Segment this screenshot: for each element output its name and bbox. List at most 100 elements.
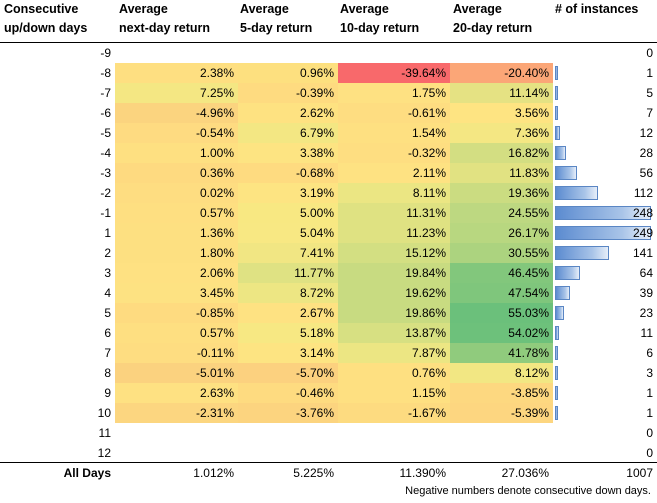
10-day-return-cell: 11.31%: [338, 203, 450, 223]
days-cell: -7: [100, 86, 111, 100]
5-day-return-cell: 5.18%: [238, 323, 338, 343]
instances-databar: [555, 146, 566, 160]
days-cell: 10: [97, 406, 111, 420]
instances-databar: [555, 86, 558, 100]
5-day-return-cell: -3.76%: [238, 403, 338, 423]
instances-cell: 112: [633, 186, 653, 200]
instances-cell: 12: [639, 126, 653, 140]
5-day-return-cell: -0.46%: [238, 383, 338, 403]
10-day-return-cell: 15.12%: [338, 243, 450, 263]
20-day-return-cell: 19.36%: [450, 183, 553, 203]
header-5-day: Average 5-day return: [240, 2, 313, 35]
next-day-return-cell: -0.11%: [115, 343, 238, 363]
5-day-return-cell: 8.72%: [238, 283, 338, 303]
20-day-return-cell: [450, 443, 553, 463]
table-row: 10 -2.31% -3.76% -1.67% -5.39% 1: [0, 403, 657, 423]
20-day-return-cell: [450, 43, 553, 63]
instances-cell: 7: [646, 106, 653, 120]
instances-cell: 5: [646, 86, 653, 100]
10-day-return-cell: 2.11%: [338, 163, 450, 183]
days-cell: -1: [100, 206, 111, 220]
5-day-return-cell: 3.14%: [238, 343, 338, 363]
days-cell: 11: [98, 426, 111, 440]
table-row: -2 0.02% 3.19% 8.11% 19.36% 112: [0, 183, 657, 203]
20-day-return-cell: -5.39%: [450, 403, 553, 423]
10-day-return-cell: -1.67%: [338, 403, 450, 423]
10-day-return-cell: 7.87%: [338, 343, 450, 363]
instances-databar: [555, 386, 558, 400]
10-day-return-cell: 1.15%: [338, 383, 450, 403]
5-day-return-cell: 6.79%: [238, 123, 338, 143]
instances-cell: 1: [646, 386, 653, 400]
next-day-return-cell: [115, 443, 238, 463]
20-day-return-cell: 11.14%: [450, 83, 553, 103]
5-day-return-cell: 11.77%: [238, 263, 338, 283]
table-row: 3 2.06% 11.77% 19.84% 46.45% 64: [0, 263, 657, 283]
5-day-return-cell: 3.38%: [238, 143, 338, 163]
days-cell: 2: [104, 246, 111, 260]
instances-databar: [555, 286, 570, 300]
next-day-return-cell: [115, 423, 238, 443]
next-day-return-cell: -0.85%: [115, 303, 238, 323]
instances-cell: 141: [632, 246, 653, 260]
instances-cell: 6: [646, 346, 653, 360]
table-row: -4 1.00% 3.38% -0.32% 16.82% 28: [0, 143, 657, 163]
instances-databar: [555, 366, 558, 380]
totals-5-day: 5.225%: [293, 466, 334, 480]
days-cell: -3: [100, 166, 111, 180]
instances-databar: [555, 226, 651, 240]
20-day-return-cell: [450, 423, 553, 443]
instances-databar: [555, 206, 651, 220]
table-row: -1 0.57% 5.00% 11.31% 24.55% 248: [0, 203, 657, 223]
totals-10-day: 11.390%: [399, 466, 446, 480]
5-day-return-cell: -0.68%: [238, 163, 338, 183]
days-cell: -9: [100, 46, 111, 60]
table-row: -7 7.25% -0.39% 1.75% 11.14% 5: [0, 83, 657, 103]
5-day-return-cell: -0.39%: [238, 83, 338, 103]
10-day-return-cell: 1.75%: [338, 83, 450, 103]
instances-cell: 248: [632, 206, 653, 220]
5-day-return-cell: [238, 43, 338, 63]
10-day-return-cell: [338, 43, 450, 63]
20-day-return-cell: 24.55%: [450, 203, 553, 223]
instances-databar: [555, 126, 560, 140]
20-day-return-cell: 55.03%: [450, 303, 553, 323]
20-day-return-cell: 41.78%: [450, 343, 553, 363]
instances-cell: 0: [646, 426, 653, 440]
10-day-return-cell: -39.64%: [338, 63, 450, 83]
table-row: 1 1.36% 5.04% 11.23% 26.17% 249: [0, 223, 657, 243]
next-day-return-cell: 2.06%: [115, 263, 238, 283]
10-day-return-cell: 19.84%: [338, 263, 450, 283]
instances-databar: [555, 186, 598, 200]
instances-databar: [555, 306, 564, 320]
instances-cell: 64: [639, 266, 653, 280]
table-row: 4 3.45% 8.72% 19.62% 47.54% 39: [0, 283, 657, 303]
10-day-return-cell: 8.11%: [338, 183, 450, 203]
table-row: 12 0: [0, 443, 657, 463]
table-row: 2 1.80% 7.41% 15.12% 30.55% 141: [0, 243, 657, 263]
instances-databar: [555, 166, 577, 180]
table-row: 7 -0.11% 3.14% 7.87% 41.78% 6: [0, 343, 657, 363]
next-day-return-cell: [115, 43, 238, 63]
next-day-return-cell: 2.63%: [115, 383, 238, 403]
20-day-return-cell: 3.56%: [450, 103, 553, 123]
instances-cell: 28: [639, 146, 653, 160]
5-day-return-cell: 2.67%: [238, 303, 338, 323]
20-day-return-cell: 7.36%: [450, 123, 553, 143]
next-day-return-cell: -4.96%: [115, 103, 238, 123]
totals-instances: 1007: [626, 466, 653, 480]
10-day-return-cell: [338, 423, 450, 443]
table-row: -8 2.38% 0.96% -39.64% -20.40% 1: [0, 63, 657, 83]
footnote: Negative numbers denote consecutive down…: [405, 485, 651, 497]
days-cell: 3: [104, 266, 111, 280]
header-rule: [0, 42, 657, 43]
20-day-return-cell: 16.82%: [450, 143, 553, 163]
days-cell: 8: [104, 366, 111, 380]
days-cell: 7: [104, 346, 111, 360]
days-cell: -8: [100, 66, 111, 80]
10-day-return-cell: 11.23%: [338, 223, 450, 243]
10-day-return-cell: 19.86%: [338, 303, 450, 323]
days-cell: 6: [104, 326, 111, 340]
instances-databar: [555, 326, 559, 340]
header-20-day: Average 20-day return: [453, 2, 533, 35]
